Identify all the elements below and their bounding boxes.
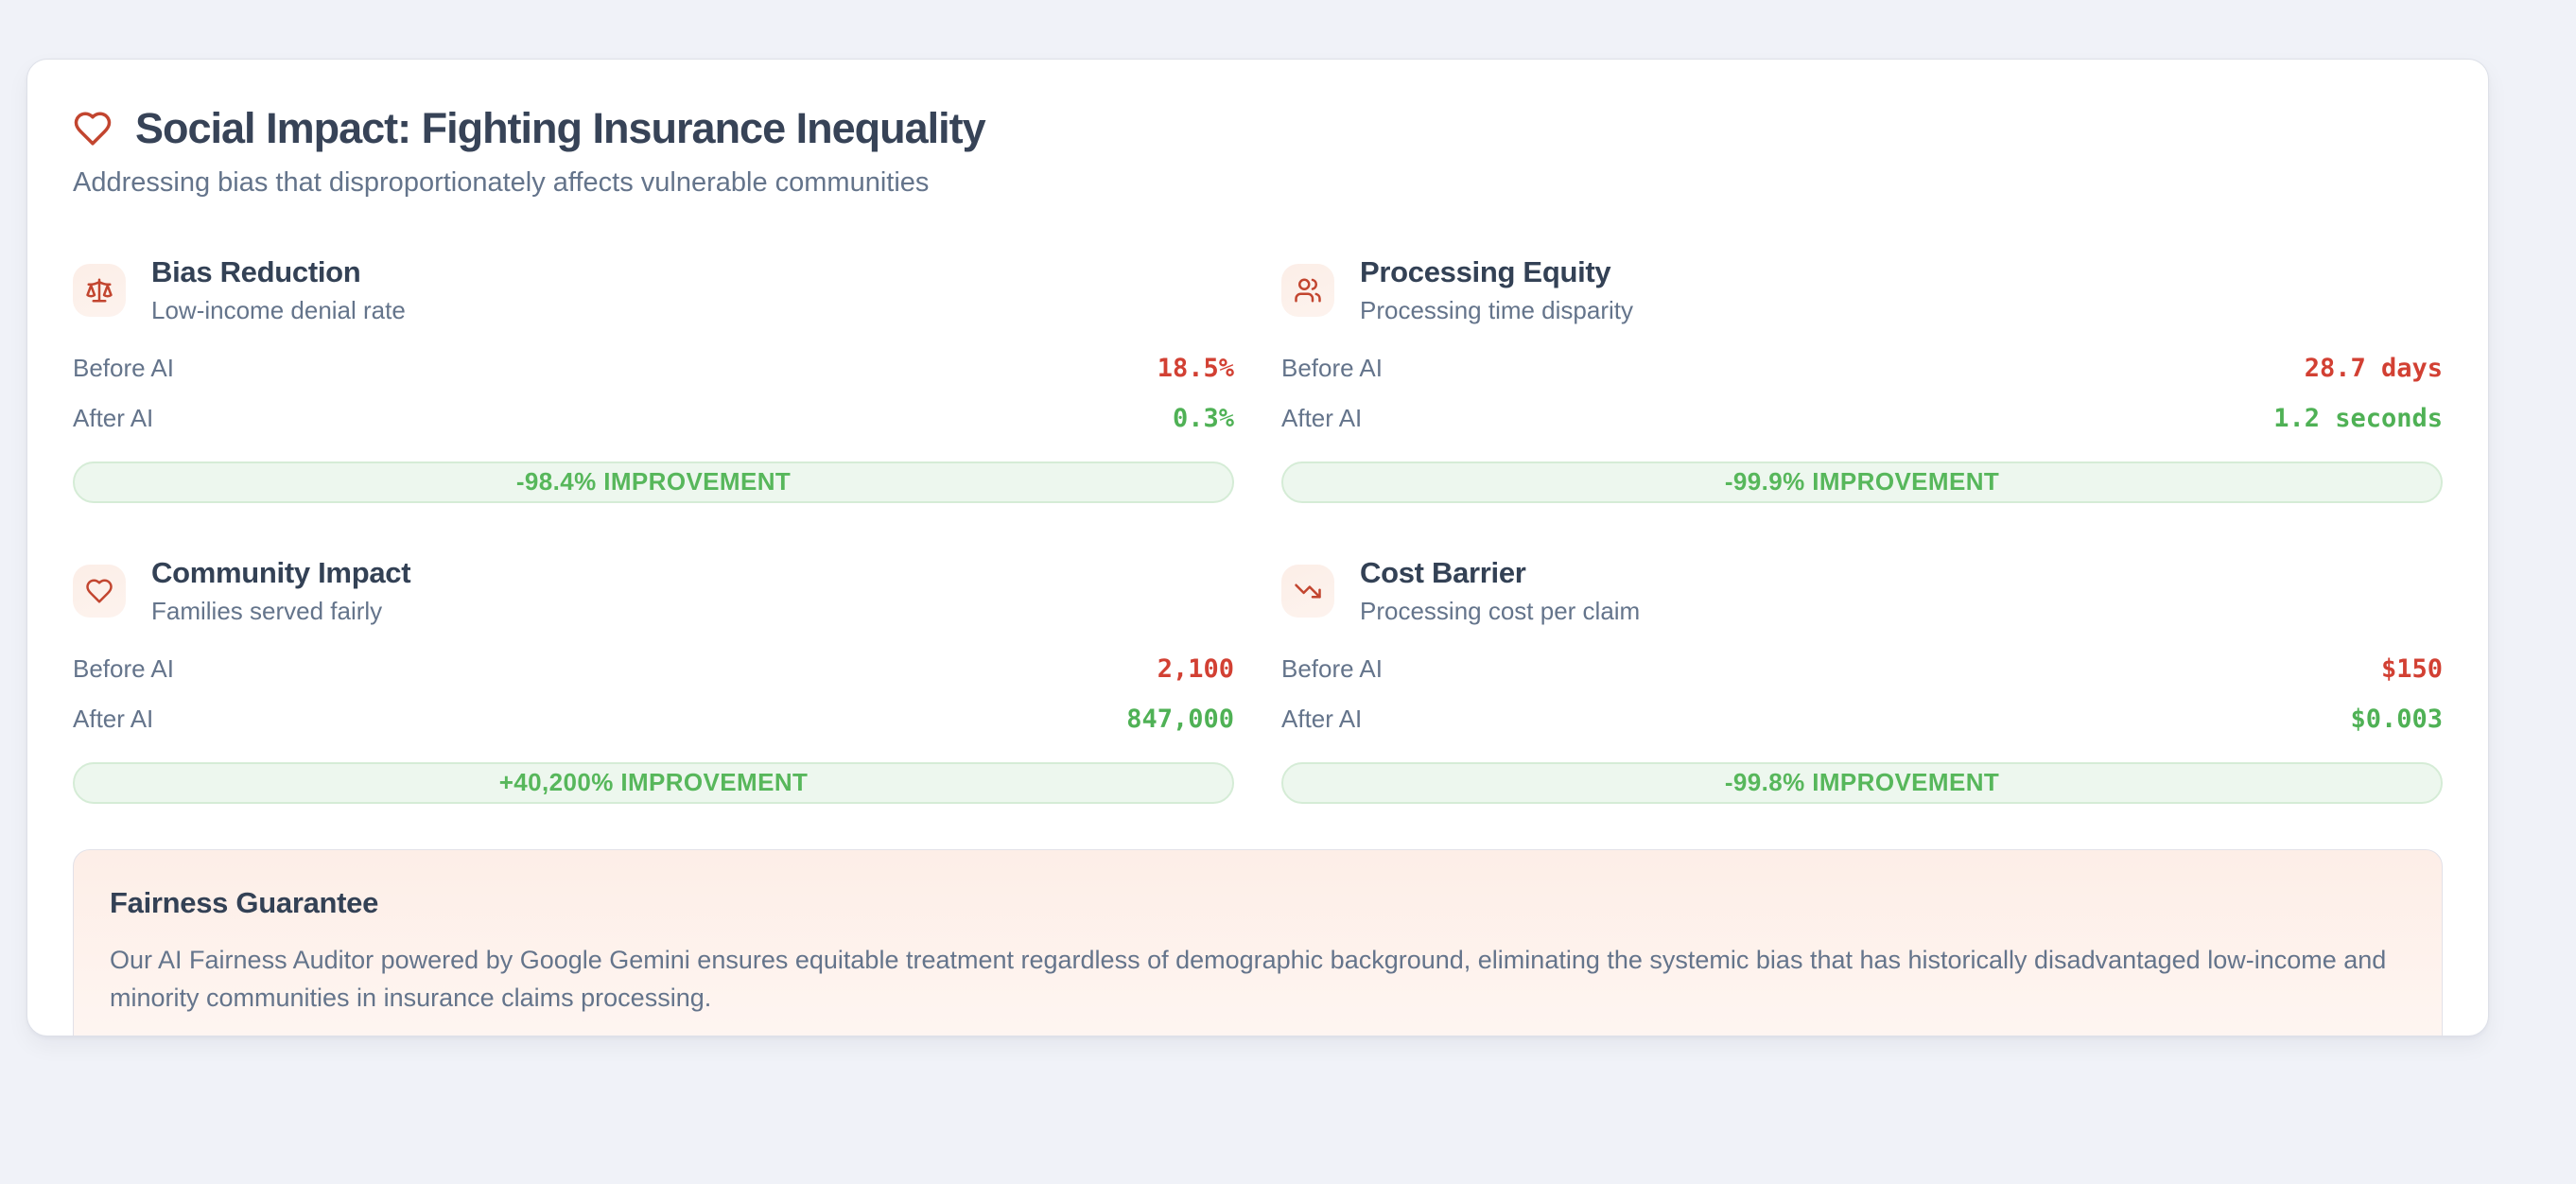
before-ai-row: Before AI 2,100 <box>73 654 1234 684</box>
before-ai-value: 2,100 <box>1157 653 1234 684</box>
improvement-badge: -98.4% IMPROVEMENT <box>73 461 1234 503</box>
after-ai-label: After AI <box>1281 704 1363 733</box>
before-ai-row: Before AI 28.7 days <box>1281 354 2443 383</box>
users-icon <box>1295 278 1321 302</box>
metric-icon-chip <box>73 564 126 618</box>
after-ai-label: After AI <box>1281 403 1363 432</box>
metric-card-cost-barrier: Cost Barrier Processing cost per claim B… <box>1281 556 2443 804</box>
page-subtitle: Addressing bias that disproportionately … <box>73 166 930 198</box>
metric-title: Community Impact <box>151 555 411 589</box>
social-impact-card: Social Impact: Fighting Insurance Inequa… <box>26 59 2489 1036</box>
metric-head: Cost Barrier Processing cost per claim <box>1281 556 2443 626</box>
heart-icon <box>74 112 112 146</box>
metric-subtitle: Processing time disparity <box>1360 295 1633 324</box>
after-ai-value: $0.003 <box>2350 704 2443 734</box>
after-ai-value: 0.3% <box>1172 403 1234 433</box>
metric-icon-chip <box>1281 263 1334 317</box>
metric-title: Processing Equity <box>1360 254 1611 288</box>
metric-head: Bias Reduction Low-income denial rate <box>73 255 1234 325</box>
after-ai-label: After AI <box>73 403 154 432</box>
metric-title: Cost Barrier <box>1360 555 1526 589</box>
metric-card-community-impact: Community Impact Families served fairly … <box>73 556 1234 804</box>
trending-down-icon <box>1295 583 1321 598</box>
after-ai-row: After AI 0.3% <box>73 404 1234 433</box>
fairness-guarantee-panel: Fairness Guarantee Our AI Fairness Audit… <box>73 848 2443 1036</box>
scale-icon <box>86 278 113 302</box>
before-ai-value: 28.7 days <box>2304 353 2443 383</box>
metric-subtitle: Families served fairly <box>151 596 383 625</box>
metric-head: Processing Equity Processing time dispar… <box>1281 255 2443 325</box>
metric-subtitle: Processing cost per claim <box>1360 596 1641 625</box>
before-ai-value: $150 <box>2380 653 2443 684</box>
after-ai-value: 847,000 <box>1126 704 1234 734</box>
improvement-badge: +40,200% IMPROVEMENT <box>73 761 1234 804</box>
page-header: Social Impact: Fighting Insurance Inequa… <box>73 105 2443 152</box>
before-ai-label: Before AI <box>73 653 174 683</box>
metric-subtitle: Low-income denial rate <box>151 295 406 324</box>
heart-icon <box>86 579 113 602</box>
before-ai-label: Before AI <box>1281 653 1383 683</box>
metric-icon-chip <box>73 263 126 317</box>
after-ai-row: After AI $0.003 <box>1281 705 2443 734</box>
improvement-badge: -99.9% IMPROVEMENT <box>1281 461 2443 503</box>
before-ai-value: 18.5% <box>1157 353 1234 383</box>
after-ai-row: After AI 1.2 seconds <box>1281 404 2443 433</box>
metric-card-bias-reduction: Bias Reduction Low-income denial rate Be… <box>73 255 1234 503</box>
metric-head: Community Impact Families served fairly <box>73 556 1234 626</box>
metrics-grid: Bias Reduction Low-income denial rate Be… <box>73 255 2443 804</box>
metric-title: Bias Reduction <box>151 254 361 288</box>
before-ai-label: Before AI <box>73 353 174 382</box>
metric-icon-chip <box>1281 564 1334 618</box>
before-ai-label: Before AI <box>1281 353 1383 382</box>
page-title: Social Impact: Fighting Insurance Inequa… <box>135 104 986 152</box>
before-ai-row: Before AI 18.5% <box>73 354 1234 383</box>
fairness-title: Fairness Guarantee <box>110 885 379 919</box>
after-ai-row: After AI 847,000 <box>73 705 1234 734</box>
improvement-badge: -99.8% IMPROVEMENT <box>1281 761 2443 804</box>
after-ai-label: After AI <box>73 704 154 733</box>
fairness-text: Our AI Fairness Auditor powered by Googl… <box>110 945 2387 1013</box>
before-ai-row: Before AI $150 <box>1281 654 2443 684</box>
after-ai-value: 1.2 seconds <box>2273 403 2443 433</box>
metric-card-processing-equity: Processing Equity Processing time dispar… <box>1281 255 2443 503</box>
